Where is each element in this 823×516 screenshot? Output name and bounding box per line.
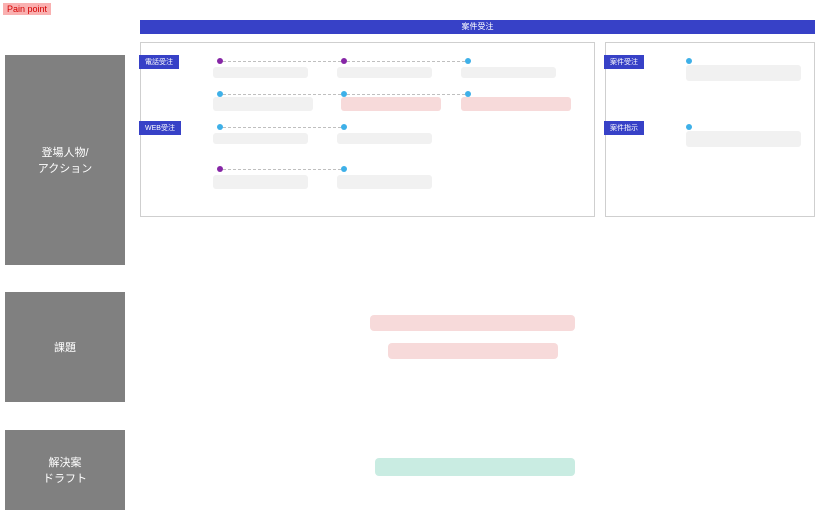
- tag-phone-order: 電話受注: [139, 55, 179, 69]
- blurred-text: [213, 133, 308, 144]
- blurred-text: [461, 67, 556, 78]
- header-bar: 案件受注: [140, 20, 815, 34]
- solution-blur: [375, 458, 575, 476]
- connector-line: [223, 94, 341, 95]
- panel-right: 案件受注 案件指示: [605, 42, 815, 217]
- side-box-issues-label: 課題: [54, 339, 76, 355]
- cyan-dot: [341, 124, 347, 130]
- blurred-text: [337, 67, 432, 78]
- canvas: Pain point 登場人物/ アクション 課題 解決案 ドラフト 案件受注 …: [0, 0, 823, 516]
- connector-line: [223, 169, 341, 170]
- blurred-text: [461, 97, 571, 111]
- blurred-text: [686, 131, 801, 147]
- blurred-text: [213, 175, 308, 189]
- blurred-text: [337, 175, 432, 189]
- blurred-text: [213, 67, 308, 78]
- blurred-text: [341, 97, 441, 111]
- side-box-solutions: 解決案 ドラフト: [5, 430, 125, 510]
- side-box-actors: 登場人物/ アクション: [5, 55, 125, 265]
- blurred-text: [686, 65, 801, 81]
- blurred-text: [337, 133, 432, 144]
- connector-line: [347, 61, 465, 62]
- cyan-dot: [686, 58, 692, 64]
- tag-web-order: WEB受注: [139, 121, 181, 135]
- connector-line: [223, 61, 341, 62]
- blurred-text: [213, 97, 313, 111]
- side-box-solutions-label: 解決案 ドラフト: [43, 454, 87, 486]
- pain-point-badge: Pain point: [3, 3, 51, 15]
- side-box-actors-label: 登場人物/ アクション: [38, 144, 92, 176]
- tag-case-instruction: 案件指示: [604, 121, 644, 135]
- cyan-dot: [465, 58, 471, 64]
- connector-line: [347, 94, 465, 95]
- side-box-issues: 課題: [5, 292, 125, 402]
- panel-left: 電話受注 WEB受注: [140, 42, 595, 217]
- cyan-dot: [341, 166, 347, 172]
- cyan-dot: [686, 124, 692, 130]
- issue-blur: [370, 315, 575, 331]
- issue-blur: [388, 343, 558, 359]
- tag-case-order: 案件受注: [604, 55, 644, 69]
- connector-line: [223, 127, 341, 128]
- issues-area: [370, 315, 575, 371]
